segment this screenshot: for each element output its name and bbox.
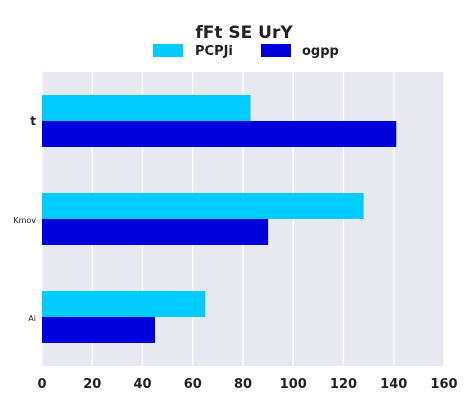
chart-title: fFt SE UrY [195,23,293,43]
x-tick-label: 120 [330,377,357,392]
bar-Ai-series-2 [42,317,156,343]
y-tick-label: Ai [28,314,36,323]
y-tick-label: t [30,114,36,128]
bar-Ai-series-1 [42,291,206,317]
y-tick-label: Kmov [13,216,36,225]
legend-swatch-series-1 [153,44,183,57]
y-axis-tick-labels: t Kmov Ai [13,114,36,323]
x-tick-label: 20 [83,377,101,392]
x-tick-label: 80 [234,377,252,392]
x-tick-label: 140 [380,377,407,392]
legend-swatch-series-2 [261,44,291,57]
bar-Kmov-series-2 [42,219,269,245]
x-tick-label: 160 [430,377,457,392]
bar-Kmov-series-1 [42,193,364,219]
legend-label-series-2: ogpp [302,44,339,59]
legend-label-series-1: PCPJi [195,44,233,59]
x-axis-tick-labels: 0 20 40 60 80 100 120 140 160 [37,377,457,392]
x-tick-label: 60 [184,377,202,392]
legend: PCPJi ogpp [153,44,339,59]
bar-t-series-2 [42,121,397,147]
bar-t-series-1 [42,95,251,121]
x-tick-label: 100 [280,377,307,392]
bars [42,95,397,343]
x-tick-label: 0 [37,377,46,392]
x-tick-label: 40 [133,377,151,392]
